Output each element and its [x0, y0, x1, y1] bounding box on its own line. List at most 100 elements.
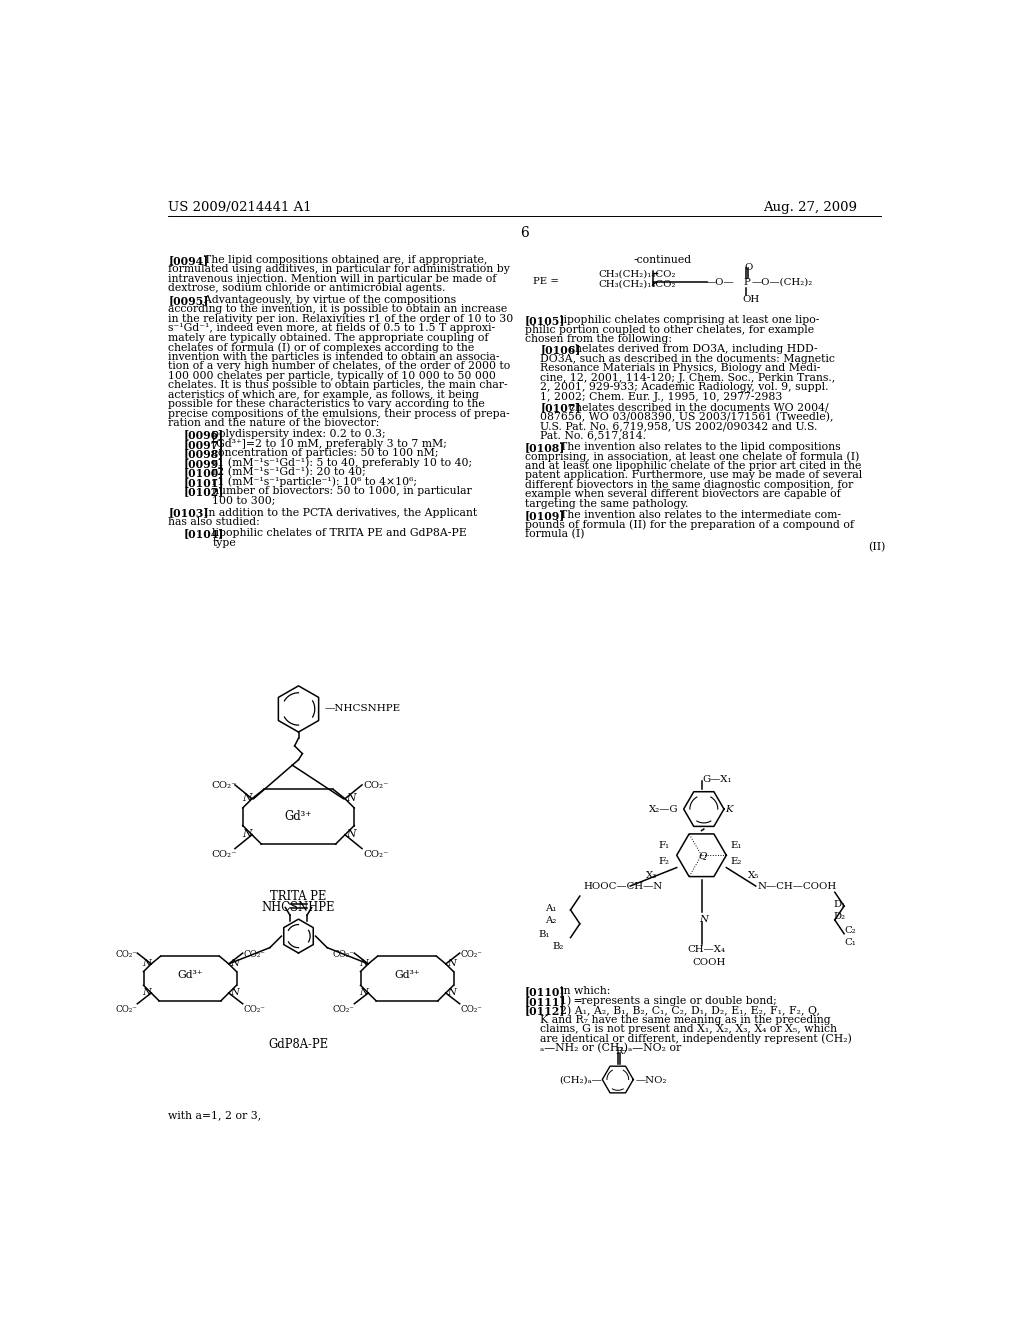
Text: D₁: D₁: [834, 900, 846, 909]
Text: formulated using additives, in particular for administration by: formulated using additives, in particula…: [168, 264, 510, 275]
Text: [0102]: [0102]: [183, 486, 224, 498]
Text: ration and the nature of the biovector:: ration and the nature of the biovector:: [168, 418, 380, 428]
Text: concentration of particles: 50 to 100 nM;: concentration of particles: 50 to 100 nM…: [212, 449, 439, 458]
Text: targeting the same pathology.: targeting the same pathology.: [524, 499, 688, 508]
Text: CH—X₄: CH—X₄: [687, 945, 726, 954]
Text: CH₃(CH₂)₁₄CO₂: CH₃(CH₂)₁₄CO₂: [598, 269, 676, 279]
Text: 6: 6: [520, 226, 529, 240]
Text: D₂: D₂: [834, 912, 846, 921]
Text: pounds of formula (II) for the preparation of a compound of: pounds of formula (II) for the preparati…: [524, 519, 854, 529]
Text: are identical or different, independently represent (CH₂): are identical or different, independentl…: [541, 1034, 852, 1044]
Text: polydispersity index: 0.2 to 0.3;: polydispersity index: 0.2 to 0.3;: [212, 429, 386, 440]
Text: Gd³⁺: Gd³⁺: [285, 810, 312, 824]
Text: [0105]: [0105]: [524, 315, 565, 326]
Text: B₂: B₂: [553, 942, 564, 952]
Text: dextrose, sodium chloride or antimicrobial agents.: dextrose, sodium chloride or antimicrobi…: [168, 282, 445, 293]
Text: possible for these characteristics to vary according to the: possible for these characteristics to va…: [168, 400, 485, 409]
Text: X₃: X₃: [646, 871, 657, 879]
Text: N: N: [359, 987, 368, 997]
Text: with a=1, 2 or 3,: with a=1, 2 or 3,: [168, 1110, 261, 1121]
Text: [0099]: [0099]: [183, 458, 224, 469]
Text: CO₂⁻: CO₂⁻: [116, 950, 137, 960]
Text: E₂: E₂: [730, 857, 741, 866]
Text: PE =: PE =: [532, 277, 558, 285]
Text: r2 (mM⁻¹s⁻¹Gd⁻¹): 20 to 40;: r2 (mM⁻¹s⁻¹Gd⁻¹): 20 to 40;: [212, 467, 367, 478]
Text: CO₂⁻: CO₂⁻: [364, 781, 389, 791]
Text: CO₂⁻: CO₂⁻: [212, 850, 238, 859]
Text: N: N: [699, 915, 708, 924]
Text: CO₂⁻: CO₂⁻: [116, 1006, 137, 1014]
Text: The invention also relates to the lipid compositions: The invention also relates to the lipid …: [554, 442, 841, 451]
Text: N: N: [230, 987, 240, 997]
Text: —NHCSNHPE: —NHCSNHPE: [324, 705, 400, 713]
Text: TRITA PE: TRITA PE: [270, 890, 327, 903]
Text: precise compositions of the emulsions, their process of prepa-: precise compositions of the emulsions, t…: [168, 409, 510, 418]
Text: r1 (mM⁻¹s⁻¹particle⁻¹): 10⁶ to 4×10⁶;: r1 (mM⁻¹s⁻¹particle⁻¹): 10⁶ to 4×10⁶;: [212, 477, 418, 487]
Text: The invention also relates to the intermediate com-: The invention also relates to the interm…: [554, 510, 842, 520]
Text: NHCSNHPE: NHCSNHPE: [262, 902, 335, 915]
Text: B₁: B₁: [539, 929, 550, 939]
Text: A₁: A₁: [545, 904, 556, 912]
Text: C₂: C₂: [844, 927, 856, 935]
Text: 2) A₁, A₂, B₁, B₂, C₁, C₂, D₁, D₂, E₁, E₂, F₁, F₂, Q,: 2) A₁, A₂, B₁, B₂, C₁, C₂, D₁, D₂, E₁, E…: [554, 1005, 820, 1015]
Text: A₂: A₂: [545, 916, 556, 925]
Text: CO₂⁻: CO₂⁻: [461, 950, 482, 960]
Text: chelates. It is thus possible to obtain particles, the main char-: chelates. It is thus possible to obtain …: [168, 380, 508, 391]
Text: [0112]: [0112]: [524, 1005, 565, 1016]
Text: [0109]: [0109]: [524, 510, 565, 520]
Text: U.S. Pat. No. 6,719,958, US 2002/090342 and U.S.: U.S. Pat. No. 6,719,958, US 2002/090342 …: [541, 421, 818, 432]
Text: The lipid compositions obtained are, if appropriate,: The lipid compositions obtained are, if …: [197, 255, 487, 264]
Text: N: N: [447, 987, 456, 997]
Text: N: N: [346, 829, 356, 840]
Text: type: type: [212, 537, 237, 548]
Text: —O—(CH₂)₂: —O—(CH₂)₂: [752, 277, 813, 286]
Text: Aug. 27, 2009: Aug. 27, 2009: [764, 201, 857, 214]
Text: [0111]: [0111]: [524, 995, 565, 1007]
Text: in the relativity per ion. Relaxivities r1 of the order of 10 to 30: in the relativity per ion. Relaxivities …: [168, 314, 514, 323]
Text: E₁: E₁: [730, 841, 741, 850]
Text: chelates described in the documents WO 2004/: chelates described in the documents WO 2…: [569, 403, 828, 412]
Text: Advantageously, by virtue of the compositions: Advantageously, by virtue of the composi…: [197, 294, 456, 305]
Text: mately are typically obtained. The appropriate coupling of: mately are typically obtained. The appro…: [168, 333, 488, 343]
Text: O: O: [744, 263, 753, 272]
Text: acteristics of which are, for example, as follows, it being: acteristics of which are, for example, a…: [168, 389, 479, 400]
Text: different biovectors in the same diagnostic composition, for: different biovectors in the same diagnos…: [524, 479, 853, 490]
Text: K and R₇ have the same meaning as in the preceding: K and R₇ have the same meaning as in the…: [541, 1015, 830, 1024]
Text: COOH: COOH: [692, 958, 726, 968]
Text: [0095]: [0095]: [168, 294, 209, 306]
Text: [0094]: [0094]: [168, 255, 209, 265]
Text: according to the invention, it is possible to obtain an increase: according to the invention, it is possib…: [168, 305, 508, 314]
Text: 087656, WO 03/008390, US 2003/171561 (Tweedle),: 087656, WO 03/008390, US 2003/171561 (Tw…: [541, 412, 834, 422]
Text: F₁: F₁: [658, 841, 670, 850]
Text: (II): (II): [868, 543, 886, 552]
Text: In addition to the PCTA derivatives, the Applicant: In addition to the PCTA derivatives, the…: [197, 507, 477, 517]
Text: Gd³⁺: Gd³⁺: [177, 970, 203, 979]
Text: [0098]: [0098]: [183, 449, 224, 459]
Text: 100 to 300;: 100 to 300;: [212, 496, 275, 506]
Text: —NO₂: —NO₂: [636, 1076, 667, 1085]
Text: [0108]: [0108]: [524, 442, 565, 453]
Text: —O—: —O—: [706, 277, 734, 286]
Text: in which:: in which:: [554, 986, 611, 997]
Text: [0107]: [0107]: [541, 403, 581, 413]
Text: N: N: [142, 958, 151, 968]
Text: [Gd³⁺]=2 to 10 mM, preferably 3 to 7 mM;: [Gd³⁺]=2 to 10 mM, preferably 3 to 7 mM;: [212, 438, 447, 449]
Text: chosen from the following:: chosen from the following:: [524, 334, 672, 345]
Text: [0106]: [0106]: [541, 345, 581, 355]
Text: Q: Q: [698, 851, 707, 861]
Text: invention with the particles is intended to obtain an associa-: invention with the particles is intended…: [168, 352, 500, 362]
Text: OH: OH: [742, 296, 760, 305]
Text: tion of a very high number of chelates, of the order of 2000 to: tion of a very high number of chelates, …: [168, 362, 511, 371]
Text: 1) ═represents a single or double bond;: 1) ═represents a single or double bond;: [554, 995, 777, 1006]
Text: r1 (mM⁻¹s⁻¹Gd⁻¹): 5 to 40, preferably 10 to 40;: r1 (mM⁻¹s⁻¹Gd⁻¹): 5 to 40, preferably 10…: [212, 458, 473, 469]
Text: cine, 12, 2001, 114-120; J. Chem. Soc., Perkin Trans.,: cine, 12, 2001, 114-120; J. Chem. Soc., …: [541, 374, 836, 383]
Text: Resonance Materials in Physics, Biology and Medi-: Resonance Materials in Physics, Biology …: [541, 363, 820, 374]
Text: 2, 2001, 929-933; Academic Radiology, vol. 9, suppl.: 2, 2001, 929-933; Academic Radiology, vo…: [541, 383, 828, 392]
Text: CO₂⁻: CO₂⁻: [212, 781, 238, 791]
Text: N: N: [243, 793, 252, 804]
Text: US 2009/0214441 A1: US 2009/0214441 A1: [168, 201, 312, 214]
Text: comprising, in association, at least one chelate of formula (I): comprising, in association, at least one…: [524, 451, 859, 462]
Text: N: N: [243, 829, 252, 840]
Text: N: N: [447, 958, 456, 968]
Text: CO₂⁻: CO₂⁻: [461, 1006, 482, 1014]
